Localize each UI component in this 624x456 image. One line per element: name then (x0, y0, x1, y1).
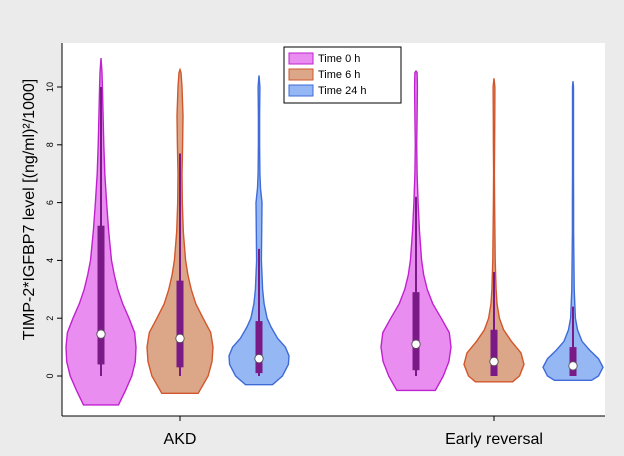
box-early-reversal-time-0-h (412, 292, 420, 371)
violin-akd-time-24-h (228, 75, 290, 386)
box-akd-time-0-h (97, 225, 105, 365)
x-category-label-0: AKD (164, 431, 197, 448)
x-category-label-1: Early reversal (445, 431, 543, 448)
y-tick-label-2: 4 (45, 258, 55, 263)
box-akd-time-24-h (255, 321, 263, 374)
median-akd-time-6-h (175, 333, 185, 344)
box-akd-time-6-h (176, 280, 184, 368)
legend-swatch-time-24-h (288, 84, 314, 97)
median-akd-time-0-h (96, 329, 106, 339)
legend-label-time-0-h: Time 0 h (318, 53, 360, 65)
y-axis-title: TIMP-2*IGFBP7 level [(ng/ml)²/1000] (21, 79, 38, 340)
legend-swatch-time-0-h (288, 52, 314, 65)
legend-label-time-6-h: Time 6 h (318, 69, 360, 81)
violin-early-reversal-time-24-h (542, 81, 604, 381)
median-early-reversal-time-24-h (568, 361, 578, 371)
median-early-reversal-time-6-h (489, 356, 499, 367)
median-early-reversal-time-0-h (411, 339, 421, 349)
y-tick-label-4: 8 (45, 142, 55, 147)
y-tick-label-3: 6 (45, 200, 55, 205)
y-tick-label-0: 0 (45, 373, 55, 378)
median-akd-time-24-h (254, 354, 264, 364)
violin-early-reversal-time-6-h (463, 78, 525, 383)
legend-swatch-time-6-h (288, 68, 314, 81)
y-tick-label-5: 10 (45, 82, 55, 92)
legend-label-time-24-h: Time 24 h (318, 85, 367, 97)
y-tick-label-1: 2 (45, 316, 55, 321)
box-early-reversal-time-6-h (490, 329, 498, 376)
